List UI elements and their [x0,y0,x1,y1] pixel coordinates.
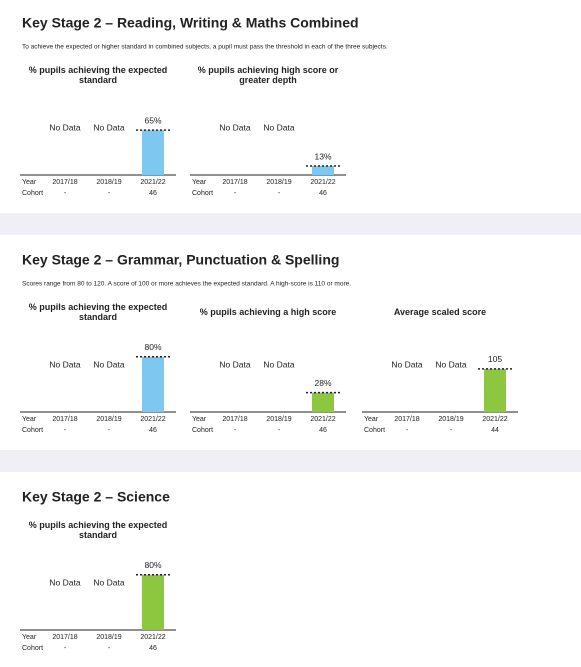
cohort-value: - [234,427,237,434]
year-label: 2017/18 [52,634,77,641]
chart-title-box: % pupils achieving a high score [199,307,337,317]
row-label: Year [192,179,207,186]
no-data-label: No Data [93,577,124,587]
no-data-label: No Data [93,122,124,132]
cohort-value: 46 [149,427,157,434]
row-label: Cohort [22,190,43,197]
bar [484,368,506,412]
bar [142,356,164,412]
value-label: 80% [144,342,161,352]
year-label: 2017/18 [222,179,247,186]
no-data-label: No Data [263,122,294,132]
row-label: Cohort [22,645,43,652]
value-label: 65% [144,115,161,125]
section-title: Key Stage 2 – Reading, Writing & Maths C… [22,15,359,31]
chart-title-box: % pupils achieving the expected standard [28,65,168,85]
bar [312,166,334,175]
section-title: Key Stage 2 – Grammar, Punctuation & Spe… [22,252,339,268]
chart-title-box: % pupils achieving high score or greater… [197,65,339,85]
cohort-value: - [64,427,67,434]
cohort-value: - [108,190,111,197]
row-label: Year [192,416,207,423]
row-label: Cohort [364,427,385,434]
chart-title-box: % pupils achieving the expected standard [28,302,168,322]
section-separator [0,450,581,472]
no-data-label: No Data [49,577,80,587]
no-data-label: No Data [435,359,466,369]
section-title: Key Stage 2 – Science [22,489,170,505]
cohort-value: 44 [491,427,499,434]
chart-title: % pupils achieving a high score [199,307,337,317]
no-data-label: No Data [391,359,422,369]
chart-title: Average scaled score [393,307,487,317]
row-label: Year [22,634,37,641]
year-label: 2021/22 [310,179,335,186]
row-label: Cohort [22,427,43,434]
value-label: 80% [144,560,161,570]
cohort-value: - [406,427,409,434]
row-label: Cohort [192,427,213,434]
cohort-value: 46 [319,427,327,434]
no-data-label: No Data [219,359,250,369]
year-label: 2018/19 [96,634,121,641]
year-label: 2021/22 [140,179,165,186]
cohort-value: - [450,427,453,434]
chart-title: % pupils achieving the expected standard [28,520,168,540]
row-label: Year [22,179,37,186]
no-data-label: No Data [219,122,250,132]
row-label: Year [364,416,379,423]
year-label: 2018/19 [266,416,291,423]
value-label: 28% [314,378,331,388]
year-label: 2021/22 [482,416,507,423]
bar [312,392,334,412]
row-label: Cohort [192,190,213,197]
cohort-value: - [234,190,237,197]
bar [142,130,164,175]
value-label: 105 [488,354,502,364]
section-separator [0,213,581,235]
bar [142,574,164,630]
cohort-value: - [108,645,111,652]
value-label: 13% [314,151,331,161]
year-label: 2021/22 [310,416,335,423]
section-note: Scores range from 80 to 120. A score of … [22,281,351,288]
year-label: 2018/19 [266,179,291,186]
cohort-value: - [64,190,67,197]
no-data-label: No Data [49,122,80,132]
cohort-value: 46 [319,190,327,197]
year-label: 2018/19 [438,416,463,423]
year-label: 2017/18 [222,416,247,423]
row-label: Year [22,416,37,423]
cohort-value: - [278,427,281,434]
year-label: 2021/22 [140,634,165,641]
cohort-value: 46 [149,645,157,652]
cohort-value: 46 [149,190,157,197]
no-data-label: No Data [263,359,294,369]
year-label: 2018/19 [96,179,121,186]
year-label: 2017/18 [394,416,419,423]
no-data-label: No Data [93,359,124,369]
section-note: To achieve the expected or higher standa… [22,44,388,51]
chart-title-box: Average scaled score [393,307,487,317]
cohort-value: - [108,427,111,434]
chart-title-box: % pupils achieving the expected standard [28,520,168,540]
cohort-value: - [64,645,67,652]
no-data-label: No Data [49,359,80,369]
year-label: 2018/19 [96,416,121,423]
chart-title: % pupils achieving the expected standard [28,65,168,85]
chart-title: % pupils achieving the expected standard [28,302,168,322]
cohort-value: - [278,190,281,197]
year-label: 2017/18 [52,416,77,423]
chart-title: % pupils achieving high score or greater… [197,65,339,85]
year-label: 2021/22 [140,416,165,423]
year-label: 2017/18 [52,179,77,186]
